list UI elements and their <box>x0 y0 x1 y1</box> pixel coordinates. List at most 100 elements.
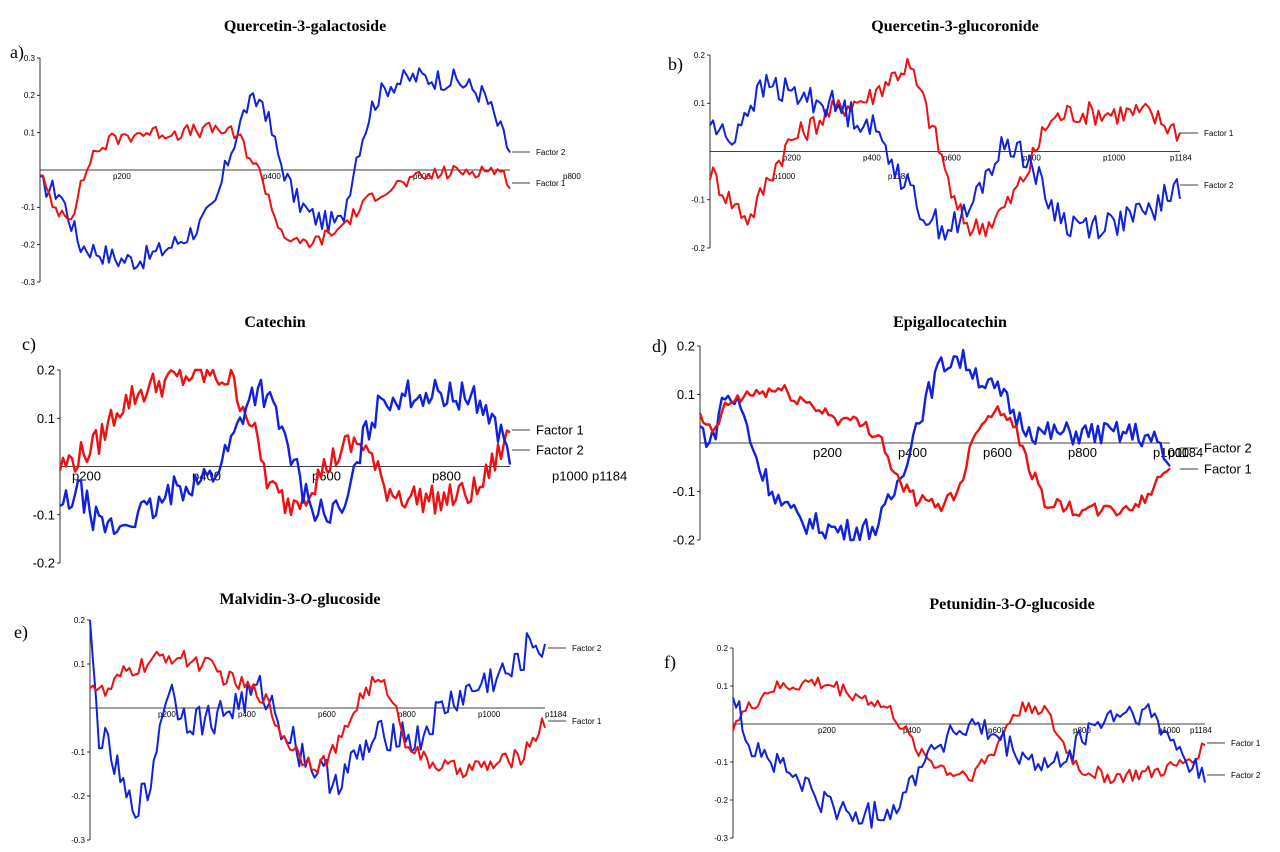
panel-f-label: f) <box>664 652 676 673</box>
panel-d-legend-factor-2: Factor 2 <box>1204 441 1252 456</box>
panel-d-x-tick-label: p200 <box>813 445 842 460</box>
panel-b-y-tick-label: -0.1 <box>691 196 705 205</box>
panel-a-x-tick-label: p200 <box>113 172 131 181</box>
panel-a: Quercetin-3-galactoside a) 0.3 0.2 0.1 -0.1… <box>10 18 910 287</box>
panel-d-y-tick-label: -0.1 <box>673 484 695 499</box>
panel-e-x-tick-label: p400 <box>238 710 256 719</box>
panel-e-title: Malvidin-3-O-glucoside <box>220 591 381 608</box>
panel-c-y-tick-label: 0.1 <box>37 411 55 426</box>
panel-b-series-factor-1 <box>709 57 1181 238</box>
panel-a-label: a) <box>10 42 24 63</box>
panel-d-y-tick-label: 0.1 <box>677 387 695 402</box>
panel-f-y-tick-label: 0.2 <box>717 644 729 653</box>
panel-a-y-tick-label: 0.1 <box>24 128 36 137</box>
panel-c-legend-factor-2: Factor 2 <box>536 443 584 458</box>
panel-f-y-tick-label: -0.1 <box>714 758 728 767</box>
panel-d-label: d) <box>652 336 667 357</box>
panel-b-title: Quercetin-3-glucoronide <box>871 18 1038 35</box>
panel-e-x-tick-label: p1184 <box>545 710 567 719</box>
panel-f-legend-factor-1: Factor 1 <box>1231 739 1261 748</box>
panel-f-title: Petunidin-3-O-glucoside <box>929 596 1094 613</box>
panel-c-y-tick-label: -0.1 <box>33 507 55 522</box>
panel-c-x-tick-label: p1000 <box>552 469 588 484</box>
panel-e-x-tick-label: p200 <box>158 710 176 719</box>
panel-e-label: e) <box>14 622 28 643</box>
panel-c-title: Catechin <box>244 314 305 331</box>
panel-f-x-tick-label: p400 <box>903 726 921 735</box>
panel-c-label: c) <box>22 334 36 355</box>
panel-f-x-tick-label: p1000 <box>1158 726 1181 735</box>
panel-b-x-tick-label: p1000 <box>1103 154 1126 163</box>
panel-b-series-factor-2 <box>709 73 1181 241</box>
panel-d-y-tick-label: 0.2 <box>677 339 695 354</box>
panel-a-y-tick-label: 0.2 <box>24 91 36 100</box>
panel-b-y-tick-label: 0.2 <box>694 51 706 60</box>
panel-e-legend-factor-1: Factor 1 <box>572 717 602 726</box>
panel-a-legend-factor-2: Factor 2 <box>536 148 566 157</box>
panel-b-x-tick-label: p200 <box>783 154 801 163</box>
panel-a-y-tick-label: -0.3 <box>21 278 35 287</box>
panel-b-y-tick-label: 0.1 <box>694 99 706 108</box>
panel-b: Quercetin-3-glucoronide b) 0.2 0.1 -0.1 -0.… <box>668 18 1234 253</box>
panel-c-y-tick-label: 0.2 <box>37 363 55 378</box>
panel-e-y-tick-label: -0.2 <box>71 792 85 801</box>
panel-d-y-tick-label: -0.2 <box>673 533 695 548</box>
panel-f-x-tick-label: p200 <box>818 726 836 735</box>
panel-e-legend-factor-2: Factor 2 <box>572 644 602 653</box>
panel-f-x-tick-label: p1184 <box>1190 726 1212 735</box>
panel-a-series-factor-1 <box>39 121 511 249</box>
panel-b-x-tick-label: p600 <box>943 154 961 163</box>
panel-c-series-factor-1 <box>58 368 511 517</box>
panel-f-series-factor-2 <box>732 697 1206 829</box>
panel-e-x-tick-label: p600 <box>318 710 336 719</box>
panel-f-legend-factor-2: Factor 2 <box>1231 771 1261 780</box>
panel-a-y-tick-label: -0.2 <box>21 240 35 249</box>
panel-c-series-factor-2 <box>59 378 512 535</box>
panel-d-series-factor-1 <box>698 384 1171 517</box>
panel-a-x-tick-label: p800 <box>563 172 581 181</box>
panel-e-series-factor-2 <box>89 619 546 819</box>
panel-a-legend-factor-1: Factor 1 <box>536 179 566 188</box>
panel-e-x-tick-label: p800 <box>398 710 416 719</box>
panel-f-y-tick-label: 0.1 <box>717 682 729 691</box>
panel-a-title: Quercetin-3-galactoside <box>224 18 386 35</box>
panel-f-y-tick-label: -0.2 <box>714 796 728 805</box>
panel-d-x-tick-label: p800 <box>1068 445 1097 460</box>
panel-d: Epigallocatechin d) 0.2 0.1 -0.1 -0.2 p200 p4… <box>652 314 1252 548</box>
panel-d-title: Epigallocatechin <box>893 314 1007 331</box>
panel-c-y-tick-label: -0.2 <box>33 556 55 571</box>
panel-b-x-tick-label: p400 <box>863 154 881 163</box>
panel-b-legend-factor-2: Factor 2 <box>1204 181 1234 190</box>
panel-a-series-factor-2 <box>39 67 511 270</box>
panel-e: Malvidin-3-O-glucoside e) 0.2 0.1 -0.1 -0.2… <box>14 591 602 845</box>
panel-d-series-factor-2 <box>699 348 1171 542</box>
panel-f: Petunidin-3-O-glucoside f) 0.2 0.1 -0.1 -0.… <box>664 596 1261 843</box>
panel-f-series-factor-1 <box>732 676 1206 785</box>
panel-b-label: b) <box>668 54 683 75</box>
panel-a-y-tick-label: 0.3 <box>24 54 36 63</box>
panel-b-y-tick-label: -0.2 <box>691 244 705 253</box>
panel-e-series-factor-1 <box>89 649 546 779</box>
panel-e-y-tick-label: 0.2 <box>74 616 86 625</box>
panel-e-y-tick-label: -0.1 <box>71 748 85 757</box>
panel-c-x-tick-label: p1184 <box>592 469 627 484</box>
panel-e-y-tick-label: -0.3 <box>71 836 85 845</box>
panel-a-x-tick-label: p1000 <box>773 172 796 181</box>
panel-b-legend-factor-1: Factor 1 <box>1204 129 1234 138</box>
panel-f-x-tick-label: p800 <box>1073 726 1091 735</box>
panel-c-legend-factor-1: Factor 1 <box>536 423 584 438</box>
panel-f-y-tick-label: -0.3 <box>714 834 728 843</box>
panel-a-x-tick-label: p400 <box>263 172 281 181</box>
panel-d-x-tick-label: p400 <box>898 445 927 460</box>
panel-d-x-tick-label: p1184 <box>1168 445 1203 460</box>
panel-e-x-tick-label: p1000 <box>478 710 501 719</box>
panel-e-y-tick-label: 0.1 <box>74 660 86 669</box>
panel-c-x-tick-label: p800 <box>432 469 461 484</box>
panel-f-x-tick-label: p600 <box>988 726 1006 735</box>
panel-a-y-tick-label: -0.1 <box>21 203 35 212</box>
panel-d-x-tick-label: p600 <box>983 445 1012 460</box>
panel-b-x-tick-label: p1184 <box>1170 154 1192 163</box>
panel-d-legend-factor-1: Factor 1 <box>1204 462 1252 477</box>
